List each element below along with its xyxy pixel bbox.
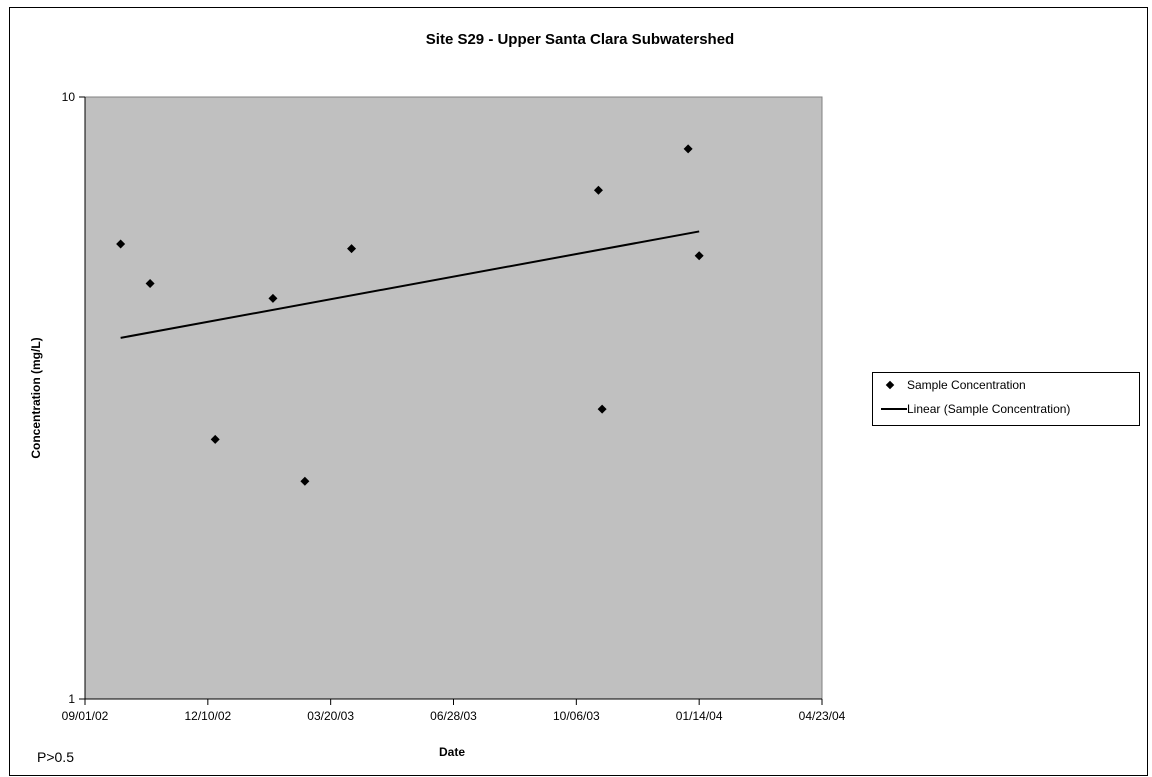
y-tick-label: 1	[68, 692, 75, 706]
plot-area	[84, 96, 823, 700]
legend-label-sample: Sample Concentration	[907, 378, 1026, 392]
data-point	[210, 434, 220, 444]
axes: 09/01/02 12/10/02 03/20/03 06/28/03 10/06/03…	[62, 90, 846, 723]
legend: Sample Concentration Linear (Sample Conc…	[872, 372, 1140, 426]
x-axis-label: Date	[439, 745, 465, 759]
legend-item-sample: Sample Concentration	[873, 376, 1026, 394]
chart-marks	[116, 144, 704, 486]
data-point	[597, 404, 607, 414]
data-point	[683, 144, 693, 154]
x-tick-label: 10/06/03	[553, 709, 600, 723]
x-tick-label: 06/28/03	[430, 709, 477, 723]
diamond-marker-icon	[873, 380, 907, 390]
data-point	[116, 239, 126, 249]
data-point	[145, 279, 155, 289]
chart-title: Site S29 - Upper Santa Clara Subwatershe…	[426, 31, 734, 48]
x-tick-label: 12/10/02	[184, 709, 231, 723]
x-tick-label: 09/01/02	[62, 709, 109, 723]
trend-line	[120, 230, 700, 339]
data-point	[300, 476, 310, 486]
data-point	[268, 293, 278, 303]
data-point	[593, 185, 603, 195]
p-value-annotation: P>0.5	[37, 749, 74, 765]
legend-label-linear: Linear (Sample Concentration)	[907, 402, 1071, 416]
chart-frame	[9, 7, 1148, 776]
data-point	[694, 251, 704, 261]
y-axis-label: Concentration (mg/L)	[29, 337, 43, 458]
line-icon	[873, 408, 907, 410]
y-tick-label: 10	[62, 90, 76, 104]
x-tick-label: 01/14/04	[676, 709, 723, 723]
x-tick-label: 03/20/03	[307, 709, 354, 723]
x-tick-label: 04/23/04	[799, 709, 846, 723]
legend-item-linear: Linear (Sample Concentration)	[873, 400, 1070, 418]
data-point	[347, 244, 357, 254]
